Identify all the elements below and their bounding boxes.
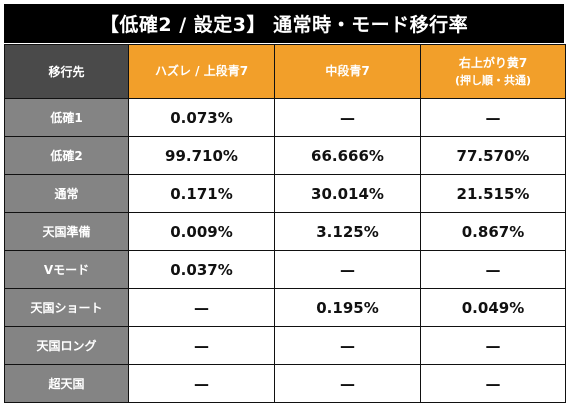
table-cell: 0.171%	[128, 174, 275, 213]
column-header-chudan-ao7: 中段青7	[274, 44, 421, 99]
table-cell: —	[274, 326, 421, 365]
table-cell: —	[274, 98, 421, 137]
column-label: 右上がり黄7	[458, 55, 528, 70]
table-cell: 30.014%	[274, 174, 421, 213]
corner-header: 移行先	[4, 44, 129, 99]
row-header: 低確2	[4, 136, 129, 175]
table-cell: —	[420, 326, 566, 365]
table-cell: —	[128, 288, 275, 327]
table-row: Vモード 0.037% — —	[4, 250, 566, 289]
table-cell: —	[420, 364, 566, 403]
table-row: 天国ショート — 0.195% 0.049%	[4, 288, 566, 327]
table-cell: —	[274, 250, 421, 289]
table-cell: 0.073%	[128, 98, 275, 137]
table-cell: —	[420, 98, 566, 137]
table-cell: —	[128, 364, 275, 403]
row-header: 超天国	[4, 364, 129, 403]
table-row: 天国ロング — — —	[4, 326, 566, 365]
table-cell: 0.037%	[128, 250, 275, 289]
table-cell: 3.125%	[274, 212, 421, 251]
table-row: 超天国 — — —	[4, 364, 566, 403]
column-label: ハズレ / 上段青7	[154, 64, 249, 78]
table-row: 低確2 99.710% 66.666% 77.570%	[4, 136, 566, 175]
table-cell: 0.049%	[420, 288, 566, 327]
row-header: 天国準備	[4, 212, 129, 251]
row-header: Vモード	[4, 250, 129, 289]
table-cell: —	[274, 364, 421, 403]
table-cell: —	[128, 326, 275, 365]
table-cell: —	[420, 250, 566, 289]
row-header: 天国ショート	[4, 288, 129, 327]
row-header: 低確1	[4, 98, 129, 137]
column-label: 中段青7	[325, 64, 370, 78]
row-header: 通常	[4, 174, 129, 213]
table-cell: 0.009%	[128, 212, 275, 251]
table-cell: 0.195%	[274, 288, 421, 327]
page-title: 【低確2 / 設定3】 通常時・モード移行率	[4, 4, 564, 43]
column-header-hazure: ハズレ / 上段青7	[128, 44, 275, 99]
table-row: 低確1 0.073% — —	[4, 98, 566, 137]
table-cell: 0.867%	[420, 212, 566, 251]
table-cell: 66.666%	[274, 136, 421, 175]
table-header-row: 移行先 ハズレ / 上段青7 中段青7 右上がり黄7 (押し順・共通)	[4, 44, 566, 99]
column-header-migiagari-ki7: 右上がり黄7 (押し順・共通)	[420, 44, 566, 99]
table-row: 天国準備 0.009% 3.125% 0.867%	[4, 212, 566, 251]
column-sublabel: (押し順・共通)	[454, 73, 532, 87]
table-row: 通常 0.171% 30.014% 21.515%	[4, 174, 566, 213]
row-header: 天国ロング	[4, 326, 129, 365]
table-cell: 21.515%	[420, 174, 566, 213]
table-cell: 99.710%	[128, 136, 275, 175]
mode-transition-table: 移行先 ハズレ / 上段青7 中段青7 右上がり黄7 (押し順・共通) 低確1 …	[4, 44, 566, 403]
table-cell: 77.570%	[420, 136, 566, 175]
